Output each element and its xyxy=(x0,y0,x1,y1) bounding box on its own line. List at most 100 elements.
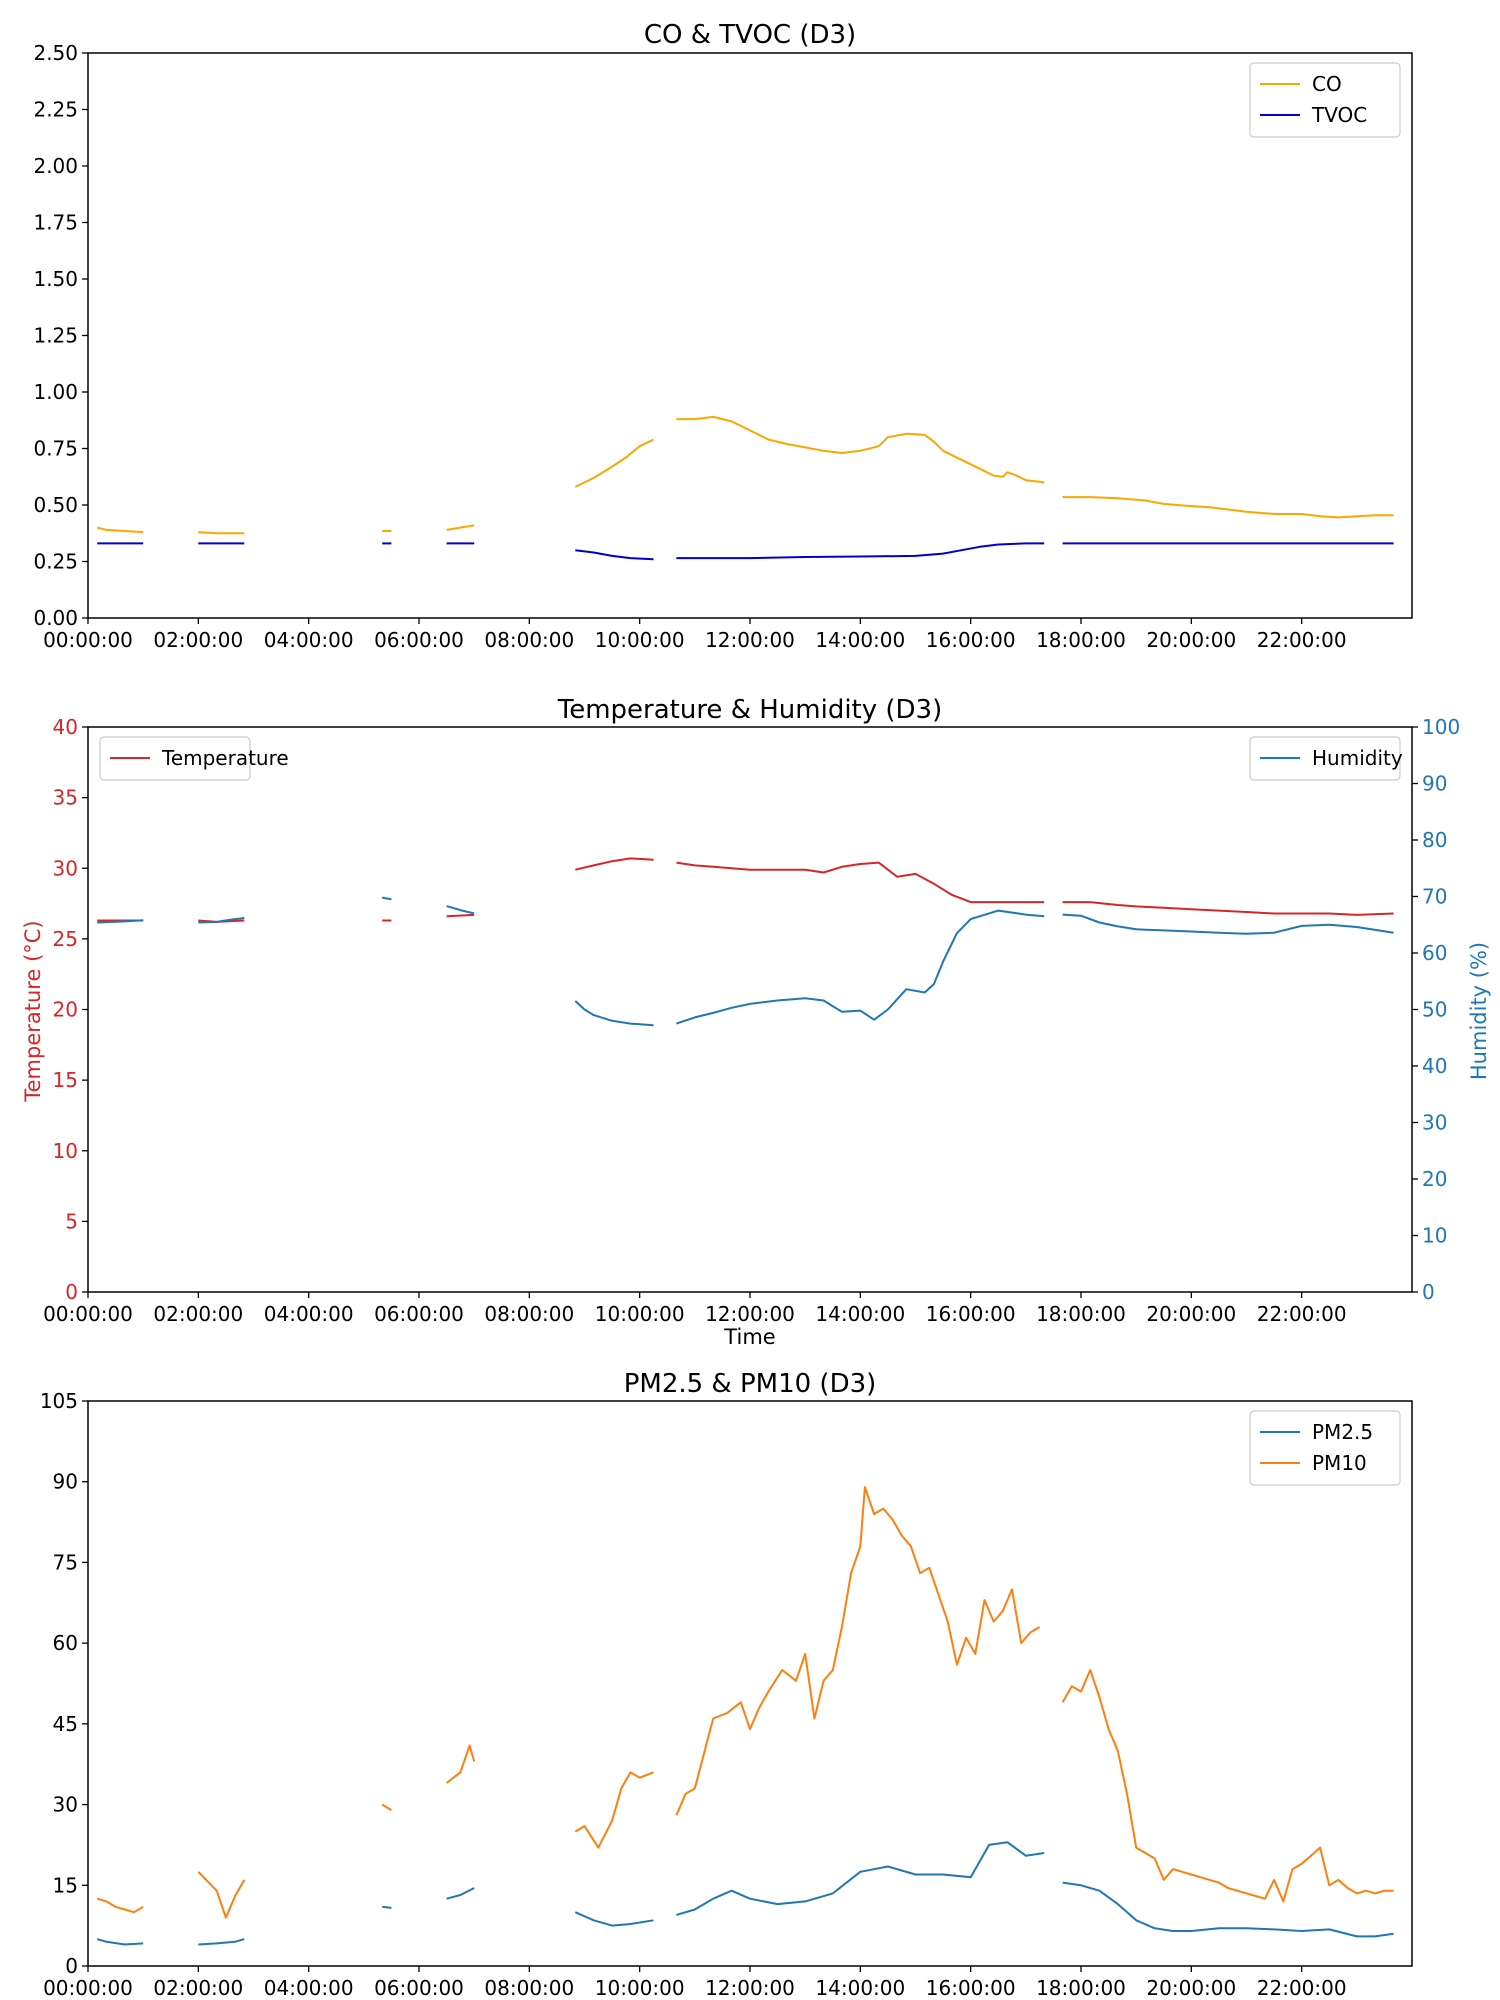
humidity-line xyxy=(1062,913,1394,935)
pm10-line xyxy=(1061,1669,1394,1903)
x-tick-label: 22:00:00 xyxy=(1257,1976,1347,2000)
legend: CO TVOC xyxy=(1249,62,1401,138)
x-tick-label: 06:00:00 xyxy=(374,1302,464,1326)
pm10-line xyxy=(197,1871,246,1919)
y-tick-label: 2.50 xyxy=(33,41,78,65)
legend-humidity: Humidity xyxy=(1249,736,1403,781)
x-tick-label: 04:00:00 xyxy=(264,1302,354,1326)
x-tick-label: 00:00:00 xyxy=(43,1976,133,2000)
x-tick-label: 12:00:00 xyxy=(705,628,795,652)
x-tick-label: 12:00:00 xyxy=(705,1976,795,2000)
co-line xyxy=(96,526,144,534)
y-tick-label: 0 xyxy=(65,1280,78,1304)
pm10-line xyxy=(381,1803,392,1811)
y-tick-label: 60 xyxy=(53,1631,78,1655)
y-right-tick-label: 10 xyxy=(1422,1224,1447,1248)
x-tick-label: 22:00:00 xyxy=(1257,1302,1347,1326)
y-tick-label: 105 xyxy=(40,1389,78,1413)
temperature-humidity-chart: Temperature & Humidity (D3) 0 5 10 15 20 25 30… xyxy=(21,695,1491,1349)
x-tick-label: 06:00:00 xyxy=(374,628,464,652)
x-tick-label: 16:00:00 xyxy=(926,628,1016,652)
co-line xyxy=(676,415,1045,484)
plot-frame xyxy=(87,1400,1413,1967)
series-tvoc xyxy=(97,542,1394,561)
y-tick-label: 0.00 xyxy=(33,606,78,630)
x-tick-label: 22:00:00 xyxy=(1257,628,1347,652)
temperature-line xyxy=(676,861,1045,904)
legend-box xyxy=(99,736,251,781)
pm10-line xyxy=(675,1486,1041,1816)
y-right-tick-label: 80 xyxy=(1422,828,1447,852)
legend-label-tvoc: TVOC xyxy=(1311,103,1367,127)
pm10-line xyxy=(445,1744,476,1784)
y-tick-label: 20 xyxy=(53,998,78,1022)
y-tick-label: 5 xyxy=(65,1209,78,1233)
x-tick-label: 20:00:00 xyxy=(1146,1976,1236,2000)
legend-label-humidity: Humidity xyxy=(1312,746,1403,770)
x-axis-ticks: 00:00:00 02:00:00 04:00:00 06:00:00 08:00:00… xyxy=(43,1966,1347,2000)
x-tick-label: 08:00:00 xyxy=(484,1302,574,1326)
legend-label-pm2-5: PM2.5 xyxy=(1312,1420,1373,1444)
y-tick-label: 1.00 xyxy=(33,380,78,404)
x-tick-label: 00:00:00 xyxy=(43,628,133,652)
humidity-line xyxy=(676,909,1045,1025)
plot-area xyxy=(96,1486,1394,1946)
x-tick-label: 02:00:00 xyxy=(153,1976,243,2000)
series-pm2-5 xyxy=(96,1841,1394,1946)
x-axis-ticks: 00:00:00 02:00:00 04:00:00 06:00:00 08:00:00… xyxy=(43,1292,1347,1326)
x-tick-label: 18:00:00 xyxy=(1036,1302,1126,1326)
y-right-tick-label: 20 xyxy=(1422,1167,1447,1191)
y-right-tick-label: 40 xyxy=(1422,1054,1447,1078)
y-tick-label: 10 xyxy=(53,1139,78,1163)
y-tick-label: 15 xyxy=(53,1068,78,1092)
legend: PM2.5 PM10 xyxy=(1249,1410,1401,1486)
x-tick-label: 04:00:00 xyxy=(264,628,354,652)
pm2-5-line xyxy=(446,1887,475,1900)
y-right-tick-label: 30 xyxy=(1422,1111,1447,1135)
co-line xyxy=(198,531,245,535)
x-tick-label: 10:00:00 xyxy=(595,628,685,652)
y-tick-label: 0.25 xyxy=(33,550,78,574)
x-tick-label: 14:00:00 xyxy=(815,1302,905,1326)
y-right-tick-label: 0 xyxy=(1422,1280,1435,1304)
pm2-5-line xyxy=(676,1841,1045,1916)
chart-title: Temperature & Humidity (D3) xyxy=(557,695,943,725)
y-tick-label: 75 xyxy=(53,1550,78,1574)
plot-area xyxy=(96,415,1394,561)
x-tick-label: 14:00:00 xyxy=(815,628,905,652)
legend-label-temperature: Temperature xyxy=(161,746,289,770)
humidity-line xyxy=(446,905,475,915)
plot-frame xyxy=(87,52,1413,619)
y-right-tick-label: 60 xyxy=(1422,941,1447,965)
x-tick-label: 04:00:00 xyxy=(264,1976,354,2000)
x-tick-label: 02:00:00 xyxy=(153,628,243,652)
pm2-5-line xyxy=(574,1911,654,1927)
co-line xyxy=(446,524,475,531)
humidity-line xyxy=(198,917,245,924)
x-tick-label: 00:00:00 xyxy=(43,1302,133,1326)
y-tick-label: 30 xyxy=(53,1793,78,1817)
x-tick-label: 10:00:00 xyxy=(595,1976,685,2000)
x-tick-label: 16:00:00 xyxy=(926,1302,1016,1326)
pm10-line xyxy=(574,1771,654,1849)
humidity-line xyxy=(574,1000,654,1027)
pm-chart: PM2.5 & PM10 (D3) 0 15 30 45 60 75 90 105 00:00… xyxy=(40,1369,1413,2000)
tvoc-line xyxy=(676,542,1045,560)
y-axis-ticks-right: 0 10 20 30 40 50 60 70 80 90 100 xyxy=(1412,715,1460,1304)
plot-frame xyxy=(87,726,1413,1293)
legend-temperature: Temperature xyxy=(99,736,289,781)
x-tick-label: 20:00:00 xyxy=(1146,1302,1236,1326)
legend-label-co: CO xyxy=(1312,72,1342,96)
y-axis-ticks-left: 0 5 10 15 20 25 30 35 40 xyxy=(53,715,88,1304)
y-tick-label: 40 xyxy=(53,715,78,739)
temperature-line xyxy=(1062,901,1394,916)
x-tick-label: 12:00:00 xyxy=(705,1302,795,1326)
y-right-tick-label: 70 xyxy=(1422,885,1447,909)
y-tick-label: 1.25 xyxy=(33,324,78,348)
pm2-5-line xyxy=(382,1905,392,1909)
y-tick-label: 1.75 xyxy=(33,211,78,235)
y-tick-label: 1.50 xyxy=(33,267,78,291)
y-right-tick-label: 50 xyxy=(1422,998,1447,1022)
pm2-5-line xyxy=(96,1938,144,1946)
